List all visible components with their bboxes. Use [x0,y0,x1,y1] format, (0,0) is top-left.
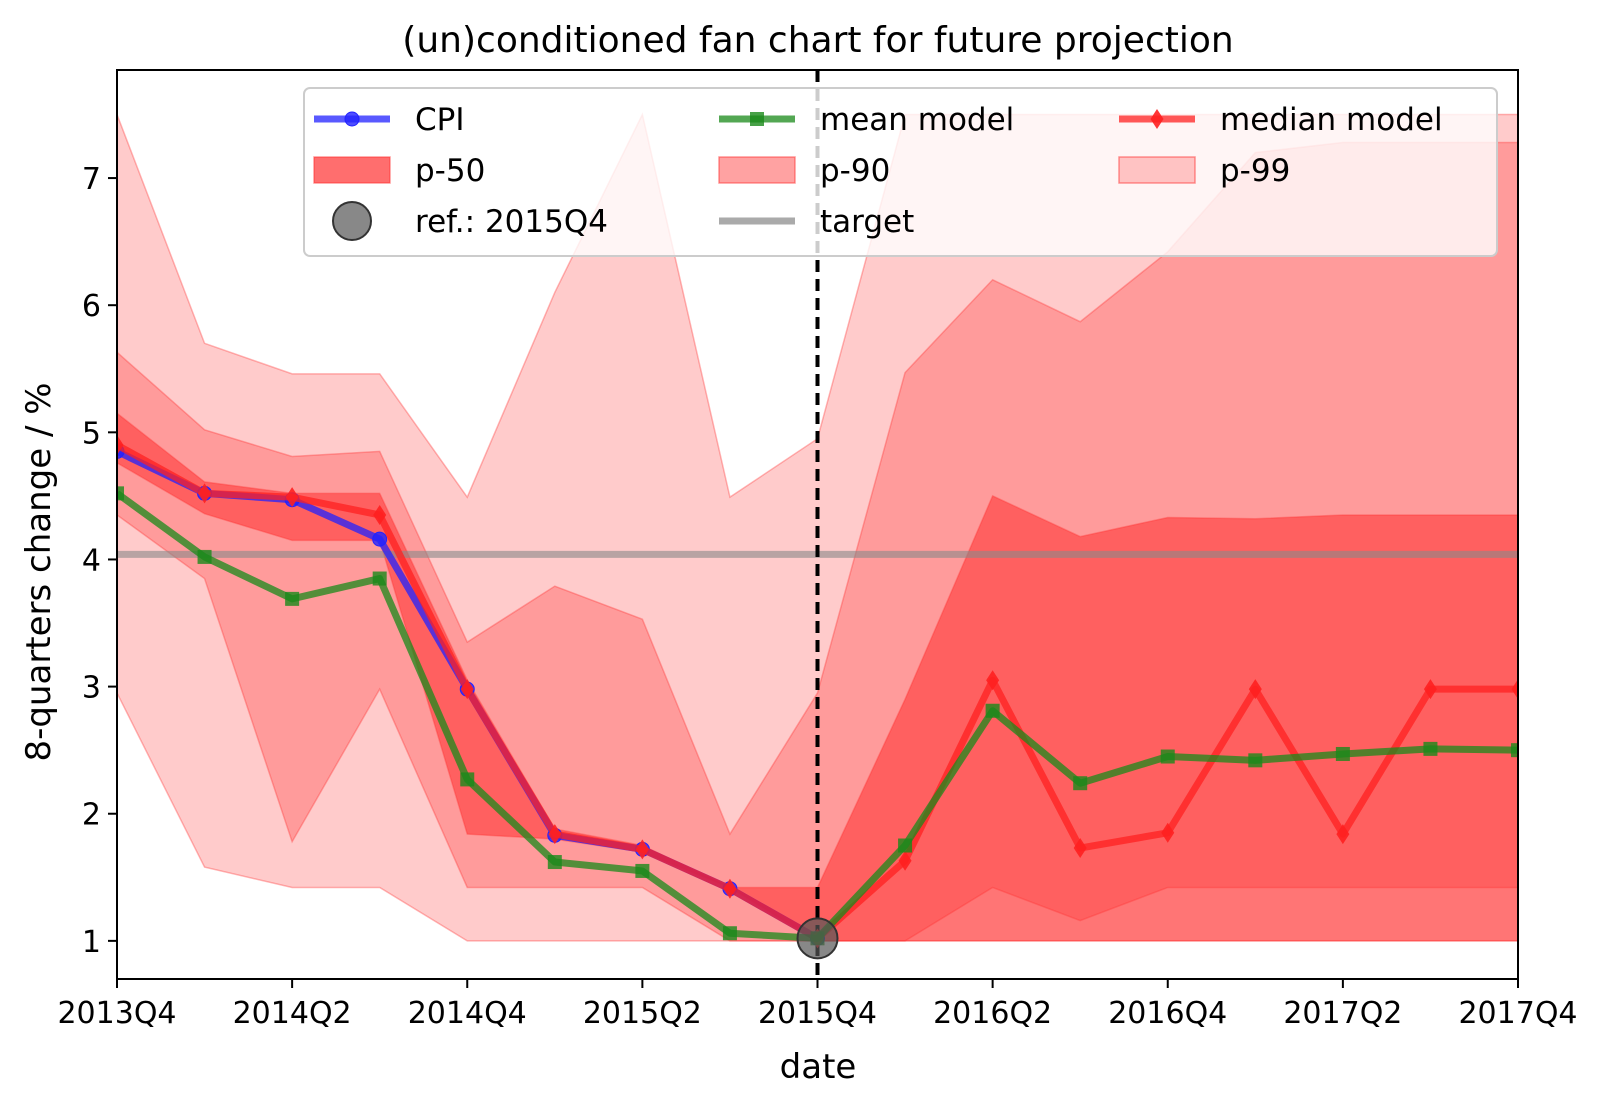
x-tick-label: 2016Q4 [1108,996,1227,1031]
legend-item-ref-2015q4: ref.: 2015Q4 [332,201,608,241]
data-point [1248,679,1262,700]
data-point [986,670,1000,691]
legend-item-cpi: CPI [314,102,464,138]
chart-title: (un)conditioned fan chart for future pro… [402,20,1233,61]
data-point [547,855,562,870]
data-point [460,679,474,700]
data-point [1511,743,1518,758]
legend-swatch [332,201,372,241]
x-tick-label: 2014Q4 [408,996,527,1031]
data-point [1073,838,1087,859]
legend-swatch [313,156,391,184]
data-point [1335,746,1350,761]
data-point [548,824,562,845]
legend-label: p-50 [415,153,485,189]
legend-label: CPI [415,102,464,138]
legend-item-p-50: p-50 [313,153,485,189]
y-axis-title: 8-quarters change / % [19,382,59,761]
legend-label: target [820,204,914,240]
legend-label: mean model [820,102,1014,138]
legend-item-median-model: median model [1119,102,1443,138]
legend-box [303,87,1498,257]
y-tick-label: 2 [82,798,101,833]
y-tick-label: 3 [82,671,101,706]
x-tick-label: 2015Q2 [583,996,702,1031]
legend-label: ref.: 2015Q4 [415,204,608,240]
legend-swatch [718,156,796,184]
legend-item-p-90: p-90 [718,153,890,189]
legend-marker [1150,109,1164,129]
data-point [1073,776,1088,791]
plot-clip-group [117,70,1518,979]
data-point [1511,679,1518,700]
x-axis-title: date [780,1047,857,1087]
y-tick-label: 5 [82,416,101,451]
data-point [285,487,299,508]
axes: 1 2 3 4 5 6 7 2013Q4 2014Q2 2014Q4 2015Q2 2015Q4 201… [57,69,1578,1031]
data-point [197,549,212,564]
legend-label: p-99 [1220,153,1290,189]
data-point [117,486,124,501]
y-tick-label: 4 [82,543,101,578]
data-point [1423,679,1437,700]
data-point [285,591,300,606]
data-point [1248,753,1263,768]
x-tick-label: 2013Q4 [57,996,176,1031]
legend-marker [344,111,360,127]
x-tick-label: 2014Q2 [233,996,352,1031]
y-tick-label: 7 [82,162,101,197]
data-point [460,772,475,787]
data-point [1160,749,1175,764]
y-tick-label: 1 [82,925,101,960]
reference-point [796,917,839,960]
x-tick-label: 2017Q2 [1283,996,1402,1031]
x-tick-label: 2015Q4 [758,996,877,1031]
legend-label: median model [1220,102,1443,138]
data-point [985,703,1000,718]
data-point [898,850,912,871]
data-point [722,926,737,941]
data-point [1423,741,1438,756]
legend-item-p-99: p-99 [1118,153,1290,189]
legend-item-target: target [719,204,914,240]
data-point [723,878,737,899]
x-tick-label: 2017Q4 [1458,996,1577,1031]
y-tick-label: 6 [82,289,101,324]
x-tick-label: 2016Q2 [933,996,1052,1031]
data-point [635,863,650,878]
data-point [1161,822,1175,843]
data-point [117,435,124,456]
legend-swatch [1118,156,1196,184]
legend-label: p-90 [820,153,890,189]
data-point [372,571,387,586]
data-point [373,504,387,525]
data-point [372,531,388,547]
data-point [1336,824,1350,845]
data-point [198,483,212,504]
data-point [898,838,913,853]
legend-item-mean-model: mean model [719,102,1014,138]
legend-marker [750,112,764,126]
legend: CPI p-50 ref.: 2015Q4 mean model p-90 target m… [303,87,1498,257]
plot-area [117,70,1518,979]
data-point [635,839,649,860]
